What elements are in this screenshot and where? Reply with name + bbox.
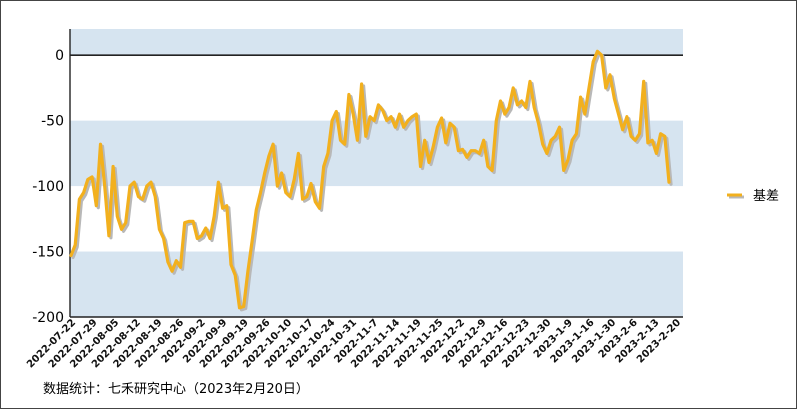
series-line-basis bbox=[69, 49, 671, 310]
plot-bands bbox=[70, 29, 683, 317]
y-tick-label: -150 bbox=[32, 245, 64, 261]
y-axis-labels: 0 -50 -100 -150 -200 bbox=[32, 48, 64, 326]
y-tick-label: 0 bbox=[55, 48, 64, 64]
y-tick-label: -200 bbox=[32, 310, 64, 326]
band-1 bbox=[70, 120, 683, 187]
y-tick-label: -100 bbox=[32, 179, 64, 195]
band-2 bbox=[70, 251, 683, 317]
y-tick-label: -50 bbox=[41, 114, 64, 130]
band-0 bbox=[70, 29, 683, 56]
legend: 基差 bbox=[727, 189, 779, 204]
legend-label: 基差 bbox=[753, 189, 779, 204]
footer-note: 数据统计：七禾研究中心（2023年2月20日） bbox=[43, 382, 309, 397]
